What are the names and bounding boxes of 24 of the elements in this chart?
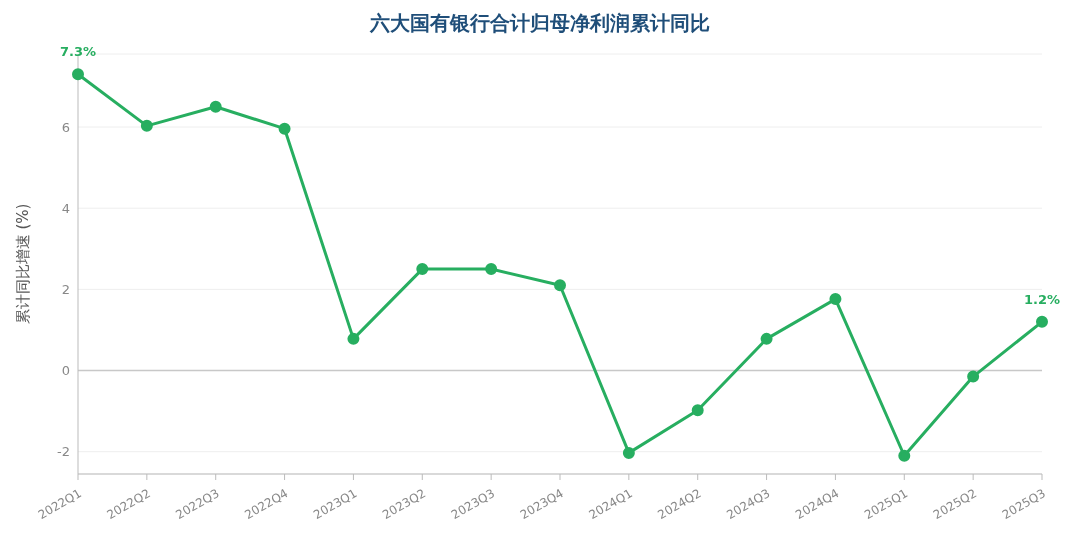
y-tick-label: 0	[61, 363, 70, 379]
chart-title: 六大国有银行合计归母净利润累计同比	[369, 10, 711, 37]
point	[209, 100, 222, 113]
point	[554, 279, 566, 292]
point	[485, 263, 498, 276]
point	[967, 370, 980, 383]
point	[898, 449, 911, 462]
point	[278, 122, 291, 135]
point	[760, 332, 773, 345]
point	[416, 263, 429, 276]
point	[622, 446, 635, 459]
point	[140, 119, 153, 132]
point	[1036, 315, 1048, 328]
y-tick-label: -2	[57, 444, 70, 460]
data-label: 7.3%	[59, 44, 97, 60]
y-tick-label: 4	[61, 200, 70, 216]
y-tick-label: 2	[61, 281, 70, 297]
point	[829, 293, 842, 306]
data-label: 1.2%	[1023, 291, 1061, 307]
point	[72, 68, 84, 81]
point	[691, 404, 704, 417]
point	[347, 332, 360, 345]
y-axis-title: 累计同比增速 (%)	[14, 203, 33, 325]
y-tick-label: 6	[61, 119, 70, 135]
